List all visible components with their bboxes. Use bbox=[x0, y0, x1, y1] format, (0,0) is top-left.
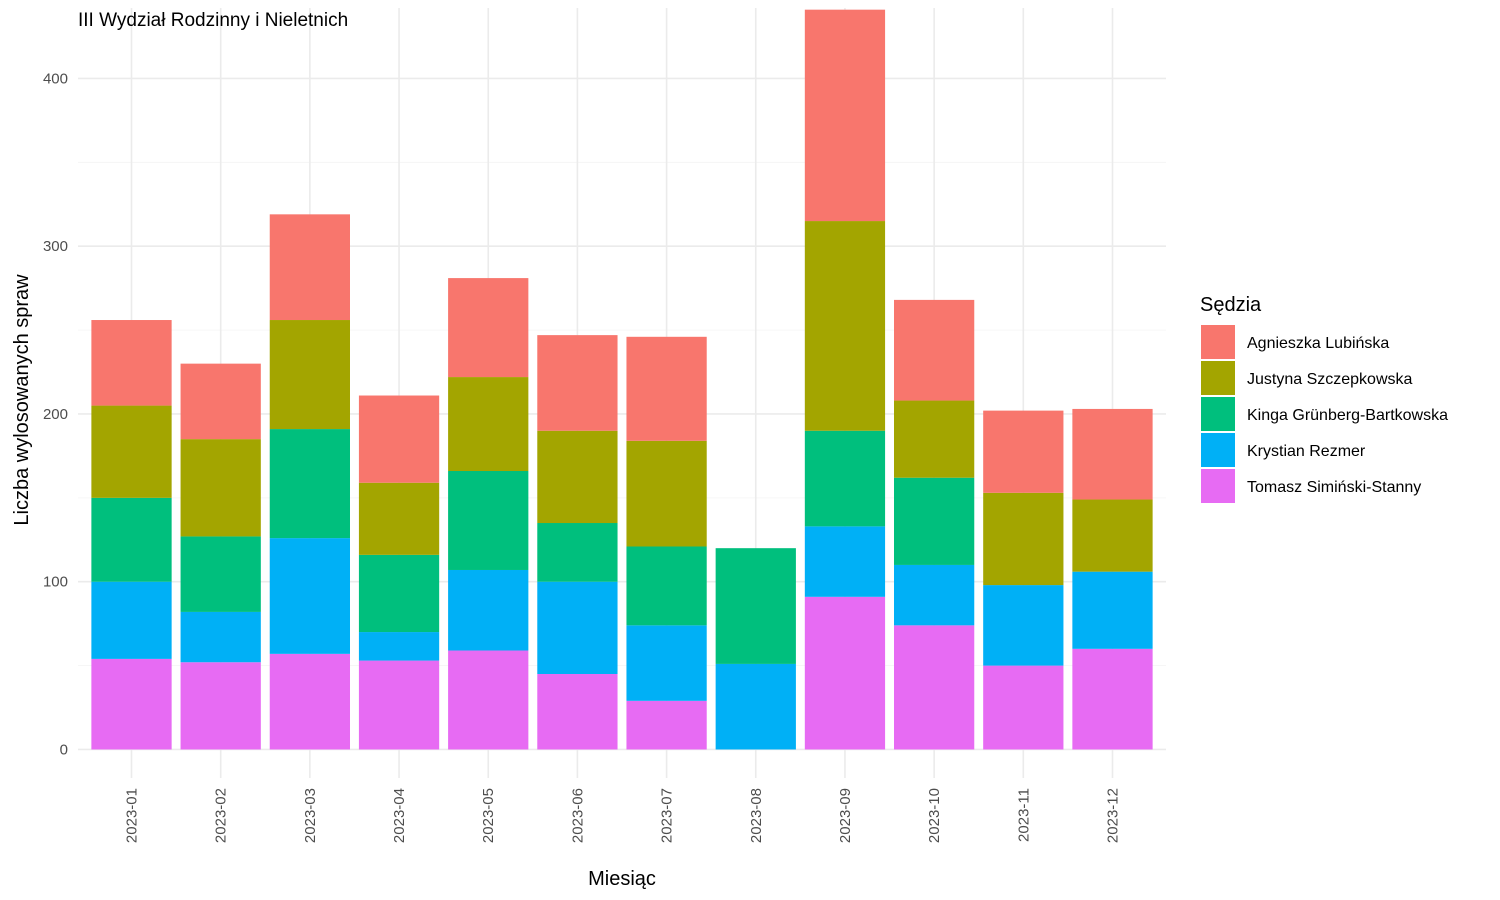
y-tick-label: 200 bbox=[43, 406, 68, 423]
x-axis-ticks: 2023-01 2023-02 2023-03 2023-04 2023-05 2023-… bbox=[124, 788, 1122, 843]
bar-segment: 2023-12 · Tomasz Simiński-Stanny: 60 bbox=[1072, 648, 1153, 750]
y-tick-label: 0 bbox=[60, 741, 68, 758]
legend-swatch bbox=[1201, 433, 1235, 467]
bar-segment: 2023-04 · Agnieszka Lubińska: 52 bbox=[358, 395, 440, 483]
x-tick-label: 2023-08 bbox=[748, 788, 765, 843]
bar-segment: 2023-11 · Agnieszka Lubińska: 49 bbox=[983, 410, 1064, 493]
bar-segment: 2023-09 · Agnieszka Lubińska: 126 bbox=[804, 9, 886, 222]
x-tick-label: 2023-12 bbox=[1104, 788, 1121, 843]
bar-segment: 2023-07 · Kinga Grünberg-Bartkowska: 47 bbox=[626, 546, 707, 626]
bar-segment: 2023-09 · Justyna Szczepkowska: 125 bbox=[804, 221, 886, 431]
bar-segment: 2023-04 · Justyna Szczepkowska: 43 bbox=[358, 482, 440, 555]
bar-segment: 2023-10 · Krystian Rezmer: 36 bbox=[894, 564, 975, 626]
x-tick-label: 2023-03 bbox=[302, 788, 319, 843]
x-tick-label: 2023-07 bbox=[659, 788, 676, 843]
bar-segment: 2023-02 · Kinga Grünberg-Bartkowska: 45 bbox=[180, 536, 261, 612]
x-tick-label: 2023-05 bbox=[480, 788, 497, 843]
bar-segment: 2023-03 · Justyna Szczepkowska: 65 bbox=[269, 320, 350, 430]
bar-segment: 2023-05 · Kinga Grünberg-Bartkowska: 59 bbox=[448, 471, 529, 570]
legend-label: Tomasz Simiński-Stanny bbox=[1247, 479, 1421, 496]
bar-segment: 2023-05 · Krystian Rezmer: 48 bbox=[448, 569, 529, 651]
bar-segment: 2023-04 · Krystian Rezmer: 17 bbox=[358, 632, 440, 661]
x-tick-label: 2023-02 bbox=[213, 788, 230, 843]
bar-segment: 2023-04 · Kinga Grünberg-Bartkowska: 46 bbox=[358, 554, 440, 633]
bar-segment: 2023-11 · Justyna Szczepkowska: 55 bbox=[983, 492, 1064, 586]
bar-segment: 2023-02 · Tomasz Simiński-Stanny: 52 bbox=[180, 662, 261, 750]
bar-segment: 2023-03 · Kinga Grünberg-Bartkowska: 65 bbox=[269, 429, 350, 539]
legend-title: Sędzia bbox=[1200, 294, 1262, 316]
bar-segment: 2023-02 · Krystian Rezmer: 30 bbox=[180, 611, 261, 663]
bar-segment: 2023-07 · Justyna Szczepkowska: 63 bbox=[626, 440, 707, 547]
bar-segment: 2023-01 · Kinga Grünberg-Bartkowska: 50 bbox=[91, 497, 172, 582]
x-tick-label: 2023-09 bbox=[837, 788, 854, 843]
bar-segment: 2023-06 · Kinga Grünberg-Bartkowska: 35 bbox=[537, 523, 618, 582]
bar-segment: 2023-01 · Tomasz Simiński-Stanny: 54 bbox=[91, 658, 172, 750]
legend-swatch bbox=[1201, 397, 1235, 431]
bar-segment: 2023-06 · Krystian Rezmer: 55 bbox=[537, 581, 618, 674]
bar-segment: 2023-10 · Justyna Szczepkowska: 46 bbox=[894, 400, 975, 478]
legend: Sędzia Agnieszka Lubińska Justyna Szczepk… bbox=[1200, 294, 1448, 503]
y-tick-label: 100 bbox=[43, 574, 68, 591]
bar-segment: 2023-10 · Tomasz Simiński-Stanny: 74 bbox=[894, 625, 975, 750]
bar-segment: 2023-08 · Krystian Rezmer: 51 bbox=[715, 663, 796, 750]
bar-segment: 2023-01 · Agnieszka Lubińska: 51 bbox=[91, 320, 172, 406]
legend-swatch bbox=[1201, 361, 1235, 395]
bars-layer: 2023-01 · Tomasz Simiński-Stanny: 542023… bbox=[91, 9, 1153, 750]
bar-segment: 2023-04 · Tomasz Simiński-Stanny: 53 bbox=[358, 660, 440, 750]
bar-segment: 2023-07 · Agnieszka Lubińska: 62 bbox=[626, 336, 707, 441]
bar-segment: 2023-08 · Kinga Grünberg-Bartkowska: 69 bbox=[715, 548, 796, 664]
bar-segment: 2023-03 · Agnieszka Lubińska: 63 bbox=[269, 214, 350, 321]
bar-segment: 2023-11 · Krystian Rezmer: 48 bbox=[983, 585, 1064, 666]
bar-segment: 2023-06 · Agnieszka Lubińska: 57 bbox=[537, 335, 618, 431]
legend-swatch bbox=[1201, 469, 1235, 503]
bar-segment: 2023-09 · Krystian Rezmer: 42 bbox=[804, 526, 886, 597]
bar-segment: 2023-05 · Agnieszka Lubińska: 59 bbox=[448, 278, 529, 378]
bar-segment: 2023-05 · Justyna Szczepkowska: 56 bbox=[448, 377, 529, 472]
x-axis-title: Miesiąc bbox=[588, 868, 656, 890]
bar-segment: 2023-07 · Krystian Rezmer: 45 bbox=[626, 625, 707, 701]
bar-segment: 2023-02 · Agnieszka Lubińska: 45 bbox=[180, 363, 261, 440]
bar-segment: 2023-06 · Justyna Szczepkowska: 55 bbox=[537, 430, 618, 524]
x-tick-label: 2023-11 bbox=[1015, 788, 1032, 842]
bar-segment: 2023-11 · Tomasz Simiński-Stanny: 50 bbox=[983, 665, 1064, 750]
legend-label: Justyna Szczepkowska bbox=[1247, 371, 1413, 388]
bar-segment: 2023-10 · Kinga Grünberg-Bartkowska: 52 bbox=[894, 477, 975, 565]
bar-segment: 2023-06 · Tomasz Simiński-Stanny: 45 bbox=[537, 673, 618, 750]
bar-segment: 2023-03 · Krystian Rezmer: 69 bbox=[269, 538, 350, 654]
y-axis-title: Liczba wylosowanych spraw bbox=[11, 274, 33, 526]
bar-segment: 2023-12 · Agnieszka Lubińska: 54 bbox=[1072, 408, 1153, 500]
bar-segment: 2023-12 · Justyna Szczepkowska: 43 bbox=[1072, 499, 1153, 572]
x-tick-label: 2023-01 bbox=[124, 788, 141, 843]
bar-segment: 2023-09 · Tomasz Simiński-Stanny: 91 bbox=[804, 596, 886, 750]
bar-segment: 2023-01 · Justyna Szczepkowska: 55 bbox=[91, 405, 172, 498]
x-tick-label: 2023-10 bbox=[926, 788, 943, 843]
chart-title: III Wydział Rodzinny i Nieletnich bbox=[78, 10, 348, 31]
legend-swatch bbox=[1201, 325, 1235, 359]
x-tick-label: 2023-04 bbox=[391, 788, 408, 843]
bar-segment: 2023-12 · Krystian Rezmer: 46 bbox=[1072, 571, 1153, 649]
bar-segment: 2023-01 · Krystian Rezmer: 46 bbox=[91, 581, 172, 659]
legend-label: Kinga Grünberg-Bartkowska bbox=[1247, 407, 1448, 424]
y-axis-ticks: 0 100 200 300 400 bbox=[43, 70, 68, 758]
legend-label: Agnieszka Lubińska bbox=[1247, 335, 1389, 352]
bar-segment: 2023-09 · Kinga Grünberg-Bartkowska: 57 bbox=[804, 430, 886, 527]
x-tick-label: 2023-06 bbox=[569, 788, 586, 843]
bar-segment: 2023-03 · Tomasz Simiński-Stanny: 57 bbox=[269, 653, 350, 750]
bar-segment: 2023-05 · Tomasz Simiński-Stanny: 59 bbox=[448, 650, 529, 750]
bar-segment: 2023-07 · Tomasz Simiński-Stanny: 29 bbox=[626, 700, 707, 750]
y-tick-label: 300 bbox=[43, 238, 68, 255]
y-tick-label: 400 bbox=[43, 70, 68, 87]
legend-label: Krystian Rezmer bbox=[1247, 443, 1366, 460]
bar-segment: 2023-02 · Justyna Szczepkowska: 58 bbox=[180, 439, 261, 537]
bar-segment: 2023-10 · Agnieszka Lubińska: 60 bbox=[894, 299, 975, 401]
